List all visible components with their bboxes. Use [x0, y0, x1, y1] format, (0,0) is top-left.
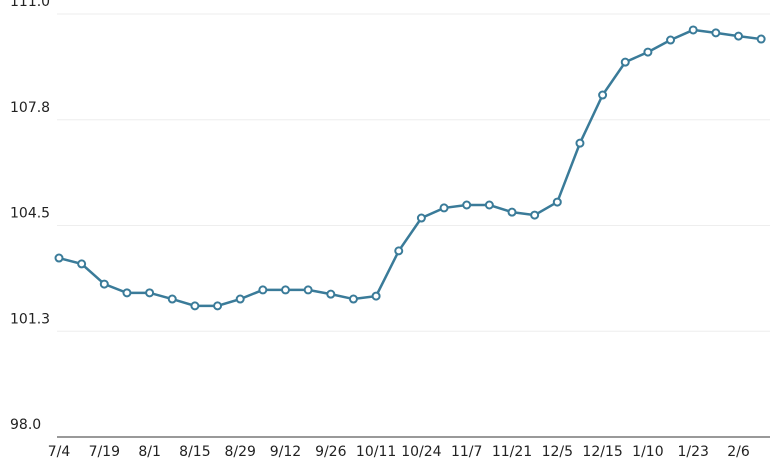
point: [77, 259, 87, 269]
x-tick-label: 10/11: [356, 444, 396, 460]
x-tick-label: 8/1: [138, 444, 161, 460]
x-tick-label: 10/24: [401, 444, 441, 460]
point: [734, 31, 743, 41]
point: [598, 90, 608, 100]
x-tick-label: 11/21: [492, 444, 532, 460]
y-tick-label: 101.3: [10, 311, 50, 327]
point: [213, 301, 223, 311]
x-tick-label: 8/15: [179, 444, 210, 460]
point: [620, 57, 630, 67]
point: [530, 210, 540, 220]
x-tick-label: 9/12: [270, 444, 301, 460]
point: [281, 285, 290, 295]
point: [348, 294, 358, 304]
point: [666, 35, 676, 45]
x-tick-label: 11/7: [451, 444, 482, 460]
point: [575, 138, 585, 148]
point: [462, 200, 472, 210]
point: [688, 25, 698, 35]
x-tick-label: 1/10: [632, 444, 663, 460]
point: [145, 288, 155, 298]
point: [99, 279, 109, 289]
point: [258, 285, 268, 295]
point: [484, 200, 494, 210]
point: [190, 301, 200, 311]
x-tick-label: 1/23: [677, 444, 708, 460]
line: [58, 28, 762, 308]
x-tick-label: 12/5: [542, 444, 573, 460]
point: [122, 288, 132, 298]
x-tick-label: 7/19: [89, 444, 120, 460]
x-tick-label: 9/26: [315, 444, 347, 460]
point: [439, 203, 449, 213]
x-tick-label: 8/29: [224, 444, 255, 460]
y-tick-label: 98.0: [10, 417, 41, 433]
x-tick-label: 2/6: [727, 444, 750, 460]
x-tick-label: 7/4: [48, 444, 71, 460]
y-tick-label: 111.0: [10, 0, 50, 10]
point: [416, 213, 426, 223]
point: [394, 246, 404, 256]
point: [326, 289, 336, 299]
point: [643, 47, 653, 57]
point: [235, 294, 245, 304]
point: [552, 197, 562, 207]
y-tick-label: 104.5: [10, 206, 50, 222]
point: [54, 253, 64, 263]
point: [507, 207, 517, 217]
point: [371, 291, 381, 301]
y-tick-label: 107.8: [10, 100, 50, 116]
x-tick-label: 12/15: [582, 444, 622, 460]
point: [303, 285, 313, 295]
point: [167, 294, 177, 304]
point: [711, 28, 721, 38]
point: [756, 34, 766, 44]
